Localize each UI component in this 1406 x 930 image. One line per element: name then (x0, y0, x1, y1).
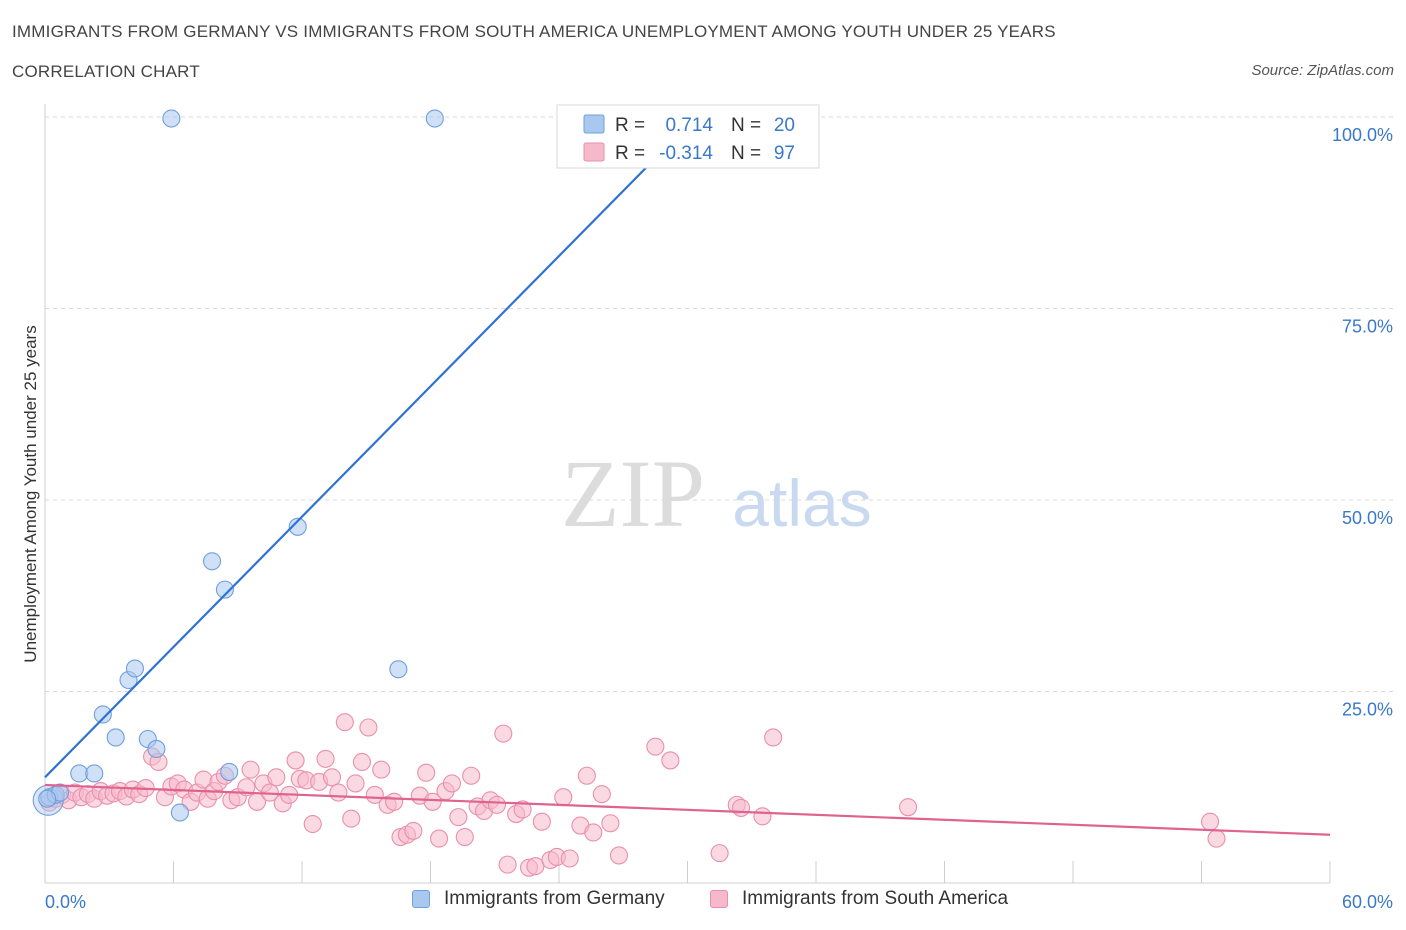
south-america-point-42 (303, 814, 322, 834)
y-tick-label-50: 50.0% (1342, 508, 1393, 528)
south-america-point-95 (764, 728, 783, 747)
y-tick-label-25: 25.0% (1342, 700, 1393, 720)
south-america-point-45 (322, 768, 342, 787)
south-america-n-label: N = (731, 143, 761, 164)
south-america-point-78 (532, 812, 551, 831)
south-america-point-81 (554, 788, 573, 807)
germany-point-14 (215, 580, 234, 599)
south-america-point-60 (417, 763, 436, 782)
germany-point-10 (147, 739, 166, 759)
x-tick-label-60: 60.0% (1342, 892, 1393, 912)
south-america-point-98 (1207, 829, 1226, 848)
germany-trend-line (44, 116, 697, 779)
chart-title: IMMIGRANTS FROM GERMANY VS IMMIGRANTS FR… (12, 22, 1056, 41)
legend-swatch-south-america (710, 890, 728, 908)
germany-points (32, 109, 444, 822)
south-america-point-46 (329, 783, 348, 802)
south-america-point-62 (430, 829, 449, 848)
south-america-point-71 (487, 795, 506, 814)
germany-point-19 (38, 789, 57, 808)
south-america-point-67 (462, 766, 481, 785)
south-america-point-48 (342, 809, 361, 828)
legend-item-south-america[interactable]: Immigrants from South America (710, 888, 1008, 910)
south-america-point-82 (560, 849, 579, 868)
south-america-point-64 (442, 774, 461, 793)
legend-swatch-germany (412, 890, 430, 908)
south-america-point-94 (753, 807, 772, 826)
bottom-legend: Immigrants from Germany Immigrants from … (0, 888, 1406, 918)
south-america-point-96 (899, 798, 918, 817)
germany-point-5 (93, 705, 112, 724)
south-america-point-85 (584, 823, 603, 842)
south-america-point-32 (241, 760, 260, 779)
germany-swatch (583, 114, 605, 134)
south-america-point-52 (365, 785, 384, 804)
y-tick-label-100: 100.0% (1332, 125, 1393, 145)
south-america-point-61 (423, 792, 442, 811)
legend-item-germany[interactable]: Immigrants from Germany (412, 888, 665, 910)
stats-legend-box: R = 0.714 N = 20 R = -0.314 N = 97 (556, 104, 820, 169)
germany-point-17 (389, 660, 408, 679)
south-america-point-87 (601, 814, 620, 833)
south-america-point-58 (404, 821, 423, 840)
south-america-point-73 (498, 855, 517, 874)
south-america-point-93 (731, 798, 751, 817)
south-america-point-91 (710, 844, 729, 863)
source-label: Source: ZipAtlas.com (1251, 62, 1394, 79)
germany-point-11 (162, 109, 181, 128)
south-america-point-39 (286, 751, 305, 770)
south-america-point-36 (267, 768, 286, 787)
legend-label-germany: Immigrants from Germany (444, 888, 665, 909)
watermark-atlas: atlas (732, 466, 871, 540)
germany-n-label: N = (731, 115, 761, 136)
south-america-n-value: 97 (774, 143, 795, 164)
south-america-r-label: R = (615, 143, 645, 164)
chart-subtitle: CORRELATION CHART (12, 62, 200, 81)
germany-point-16 (288, 517, 307, 536)
south-america-point-89 (646, 737, 665, 756)
south-america-point-88 (609, 846, 629, 865)
south-america-points (40, 713, 1226, 877)
south-america-point-47 (335, 713, 354, 732)
south-america-point-72 (494, 724, 513, 743)
legend-label-south-america: Immigrants from South America (742, 888, 1009, 909)
south-america-point-53 (372, 760, 391, 779)
south-america-point-86 (592, 785, 611, 804)
watermark-zip: ZIP (561, 440, 705, 547)
germany-point-4 (85, 764, 104, 783)
germany-point-8 (125, 659, 144, 678)
south-america-trend-line (44, 783, 1331, 836)
south-america-point-49 (346, 774, 365, 793)
south-america-point-84 (577, 766, 596, 785)
south-america-point-50 (352, 752, 372, 772)
south-america-r-value: -0.314 (659, 143, 713, 164)
south-america-point-66 (455, 827, 474, 847)
south-america-point-90 (661, 751, 680, 770)
south-america-swatch (583, 142, 605, 162)
gridlines (45, 116, 1393, 692)
germany-n-value: 20 (774, 115, 795, 136)
y-axis-label: Unemployment Among Youth under 25 years (21, 325, 40, 662)
south-america-point-51 (359, 718, 378, 737)
south-america-point-55 (385, 792, 404, 811)
germany-point-13 (203, 552, 222, 571)
germany-point-6 (106, 728, 125, 747)
germany-point-12 (170, 803, 189, 822)
south-america-point-44 (316, 749, 335, 768)
south-america-point-75 (513, 800, 532, 819)
germany-point-18 (425, 109, 444, 128)
south-america-point-97 (1201, 812, 1220, 831)
y-tick-label-75: 75.0% (1342, 317, 1393, 337)
germany-point-15 (220, 762, 239, 781)
germany-r-label: R = (615, 115, 645, 136)
x-tick-label-0: 0.0% (45, 892, 86, 912)
x-tick-marks (44, 861, 1331, 883)
south-america-point-65 (449, 808, 468, 827)
watermark: ZIP atlas (561, 440, 872, 547)
germany-r-value: 0.714 (665, 115, 713, 136)
